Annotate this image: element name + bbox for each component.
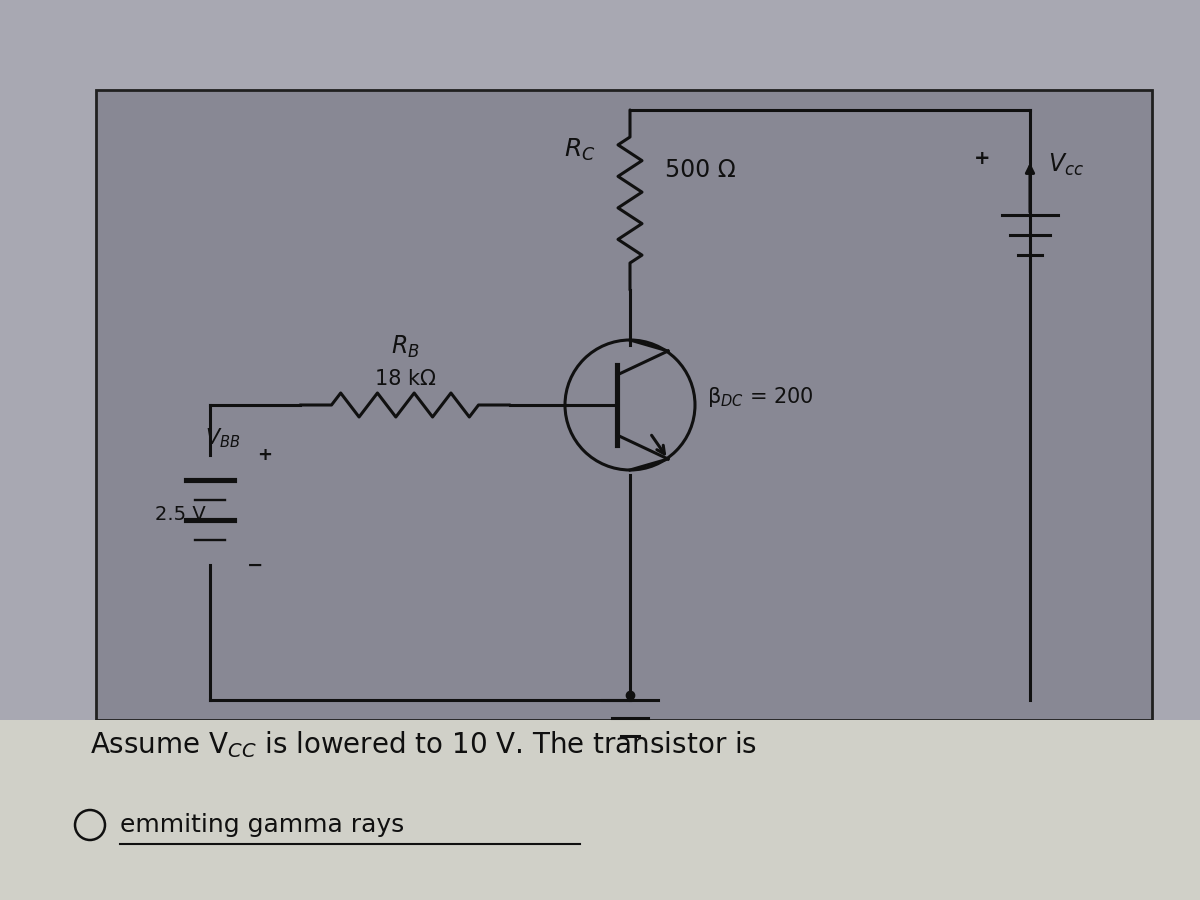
Text: +: +	[973, 148, 990, 167]
Text: $V_{BB}$: $V_{BB}$	[205, 427, 240, 450]
Text: 500 Ω: 500 Ω	[665, 158, 736, 182]
Bar	[96, 90, 1152, 720]
Text: 18 kΩ: 18 kΩ	[374, 369, 436, 389]
Text: β$_{DC}$ = 200: β$_{DC}$ = 200	[707, 385, 814, 409]
Bar	[0, 720, 1200, 900]
Text: −: −	[247, 555, 263, 574]
Text: emmiting gamma rays: emmiting gamma rays	[120, 813, 404, 837]
Text: 2.5 V: 2.5 V	[155, 506, 205, 525]
Text: Assume V$_{CC}$ is lowered to 10 V. The transistor is: Assume V$_{CC}$ is lowered to 10 V. The …	[90, 730, 757, 760]
Text: $R_C$: $R_C$	[564, 137, 595, 163]
Text: $V_{cc}$: $V_{cc}$	[1048, 152, 1084, 178]
Text: $R_B$: $R_B$	[391, 334, 419, 360]
Text: +: +	[258, 446, 272, 464]
